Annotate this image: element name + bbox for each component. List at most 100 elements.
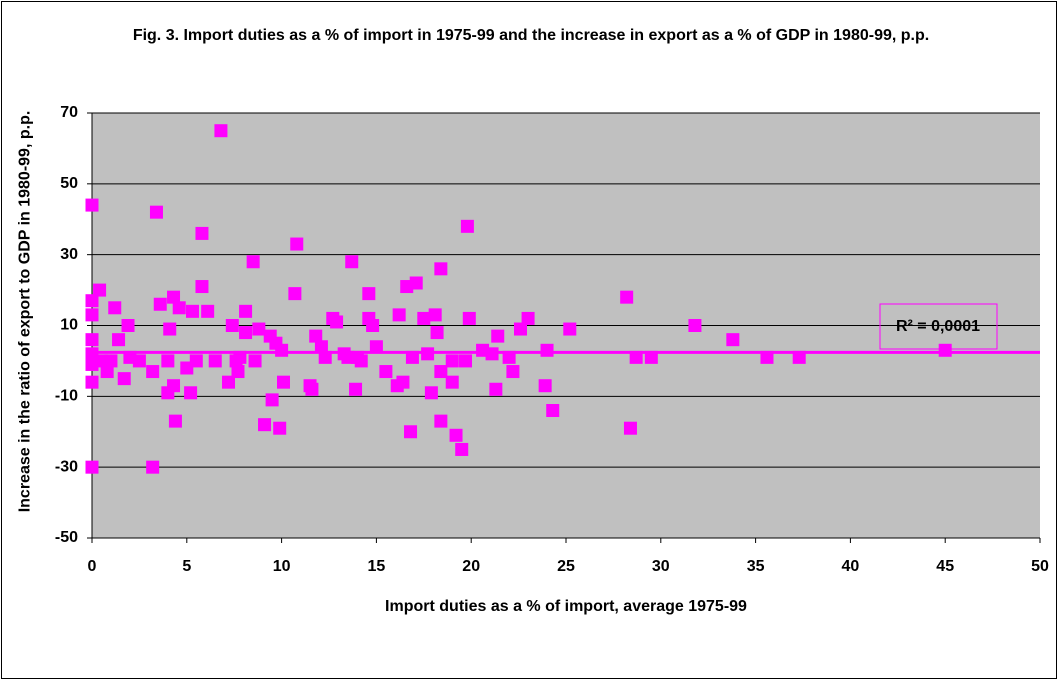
point [409,276,423,290]
point [688,319,702,332]
point [521,311,535,325]
point [132,354,146,368]
point [214,124,228,138]
point [330,315,344,329]
point [201,304,215,318]
point [396,375,410,389]
point [104,354,118,368]
point [305,382,319,396]
x-tick-label: 25 [557,558,575,575]
point [222,375,236,389]
point [369,340,383,354]
point [112,333,126,347]
point [345,255,359,269]
point [314,340,328,354]
point [417,311,431,325]
point [85,198,99,212]
point [404,425,418,439]
point [620,290,634,304]
point [231,365,245,379]
point [424,386,438,400]
y-tick-label: 50 [60,175,78,192]
point [460,219,474,233]
point [405,350,419,364]
point [163,322,177,336]
point [239,304,253,318]
point [258,418,272,432]
point [938,343,952,357]
point [546,404,560,417]
x-tick-label: 30 [652,558,670,575]
x-tick-label: 5 [182,558,191,575]
point [434,414,448,428]
r2-label: R² = 0,0001 [896,318,980,335]
point [146,365,160,379]
point [167,379,181,393]
point [185,304,199,318]
point [392,308,406,322]
point [349,382,363,396]
point [85,333,99,347]
point [168,414,182,428]
point [428,308,442,322]
point [449,428,463,442]
point [276,375,290,389]
y-tick-label: 70 [60,104,78,121]
point [430,326,444,340]
r2-box [879,303,998,350]
y-tick-label: -10 [55,388,78,405]
point [309,329,323,343]
x-axis-label: Import duties as a % of import, average … [385,598,747,615]
point [341,350,355,364]
point [288,287,302,301]
point [275,343,289,357]
point [239,326,253,340]
point [445,354,459,368]
y-tick-label: 30 [60,246,78,263]
point [726,333,740,347]
point [146,460,160,474]
point [629,350,643,364]
x-tick-label: 0 [88,558,97,575]
point [85,460,99,474]
point [379,365,393,379]
point [149,205,163,219]
point [161,354,175,368]
point [265,393,279,407]
point [455,442,469,456]
point [85,294,99,308]
point [318,350,332,364]
y-axis-label: Increase in the ratio of export to GDP i… [16,110,34,513]
point [85,375,99,389]
point [108,301,122,315]
point [184,386,198,400]
point [502,350,516,364]
point [434,365,448,379]
x-tick-label: 45 [936,558,954,575]
x-tick-label: 15 [368,558,386,575]
x-tick-label: 35 [747,558,765,575]
point [623,421,637,435]
x-tick-label: 20 [462,558,480,575]
point [100,365,114,379]
point [506,365,520,379]
point [153,297,167,311]
point [459,354,473,368]
x-tick-label: 50 [1031,558,1049,575]
point [225,319,239,332]
point [248,354,262,368]
y-tick-label: 10 [60,317,78,334]
point [362,287,376,301]
chart-title: Fig. 3. Import duties as a % of import i… [132,27,930,44]
point [491,329,505,343]
point [462,311,476,325]
point [538,379,552,393]
point [93,283,107,297]
point [246,255,260,269]
point [117,372,131,386]
point [445,375,459,389]
point [366,319,380,332]
point [513,322,527,336]
